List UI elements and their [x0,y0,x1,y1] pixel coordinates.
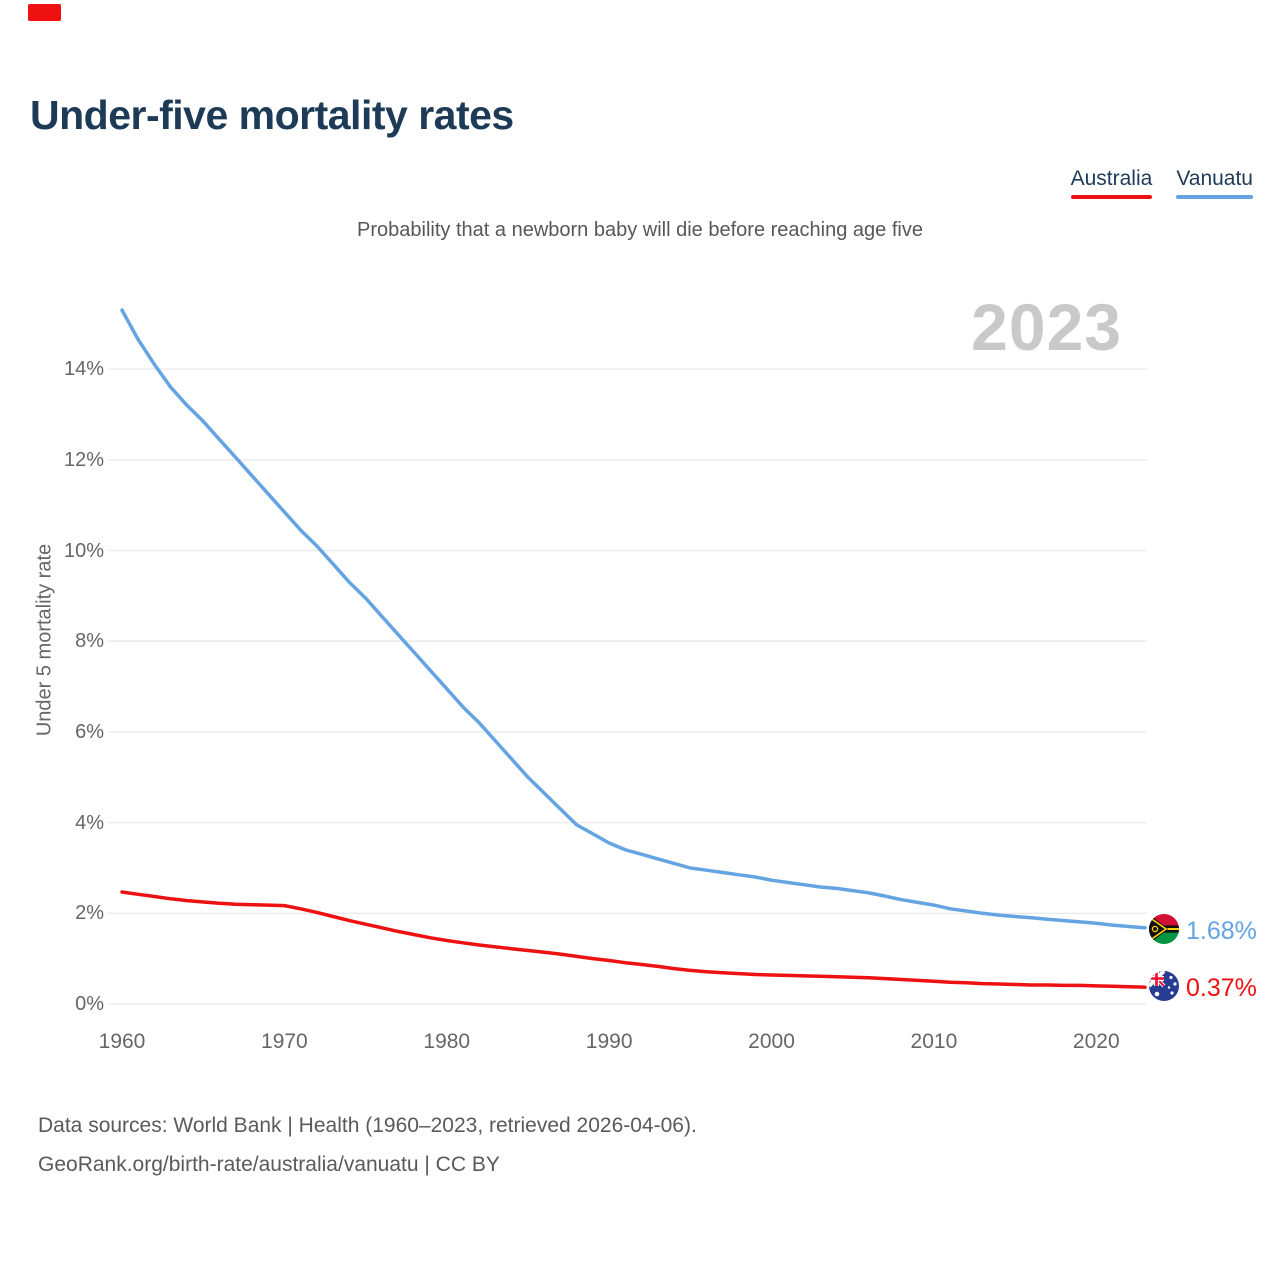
x-tick-label: 1960 [98,1030,146,1053]
year-watermark: 2023 [971,290,1122,364]
legend-underline-australia [1070,195,1153,199]
y-tick-label: 6% [75,720,104,743]
attribution-line: GeoRank.org/birth-rate/australia/vanuatu… [38,1153,500,1176]
legend: Australia Vanuatu [1070,167,1253,199]
x-tick-label: 1970 [261,1030,308,1053]
page-title: Under-five mortality rates [30,92,514,138]
line-australia [120,890,1147,989]
australia-end-value: 0.37% [1186,974,1257,1002]
legend-label-vanuatu[interactable]: Vanuatu [1176,167,1253,190]
legend-item-australia[interactable]: Australia [1070,167,1153,199]
y-tick-label: 2% [75,902,104,925]
x-tick-label: 2020 [1072,1030,1120,1053]
legend-item-vanuatu[interactable]: Vanuatu [1176,167,1253,199]
y-tick-label: 4% [75,811,104,834]
line-vanuatu [120,308,1147,930]
vanuatu-flag-icon [1149,914,1179,944]
footer: Data sources: World Bank | Health (1960–… [38,1106,697,1184]
chart-subtitle: Probability that a newborn baby will die… [357,219,923,241]
y-tick-label: 14% [63,358,104,381]
legend-label-australia[interactable]: Australia [1070,167,1153,190]
x-tick-label: 2000 [748,1030,795,1053]
x-tick-label: 2010 [910,1030,958,1053]
vanuatu-end-value: 1.68% [1186,917,1257,945]
y-tick-label: 12% [63,448,104,471]
x-tick-label: 1980 [423,1030,471,1053]
data-sources-line: Data sources: World Bank | Health (1960–… [38,1114,697,1137]
australia-flag-icon [1149,971,1179,1001]
legend-underline-vanuatu [1176,195,1253,199]
y-tick-label: 8% [75,630,104,653]
x-tick-label: 1990 [585,1030,633,1053]
y-tick-label: 10% [63,539,104,562]
y-tick-label: 0% [75,993,104,1015]
corner-accent-mark [28,4,61,21]
